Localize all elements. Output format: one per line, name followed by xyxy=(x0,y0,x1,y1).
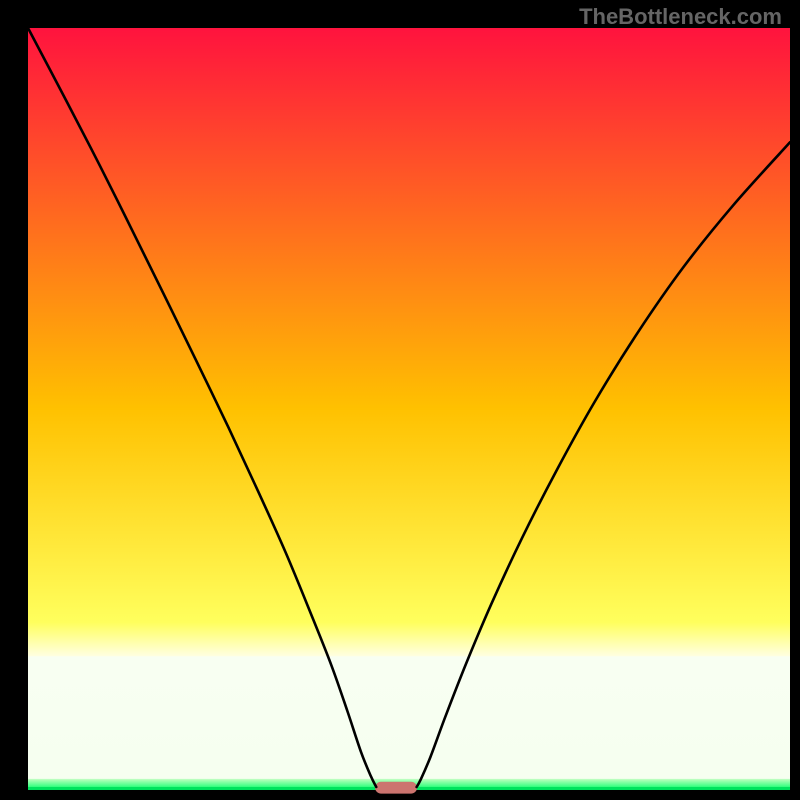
bottleneck-chart xyxy=(0,0,800,800)
chart-container: TheBottleneck.com xyxy=(0,0,800,800)
gradient-background xyxy=(28,28,790,790)
minimum-marker xyxy=(375,782,417,794)
watermark-text: TheBottleneck.com xyxy=(579,4,782,30)
